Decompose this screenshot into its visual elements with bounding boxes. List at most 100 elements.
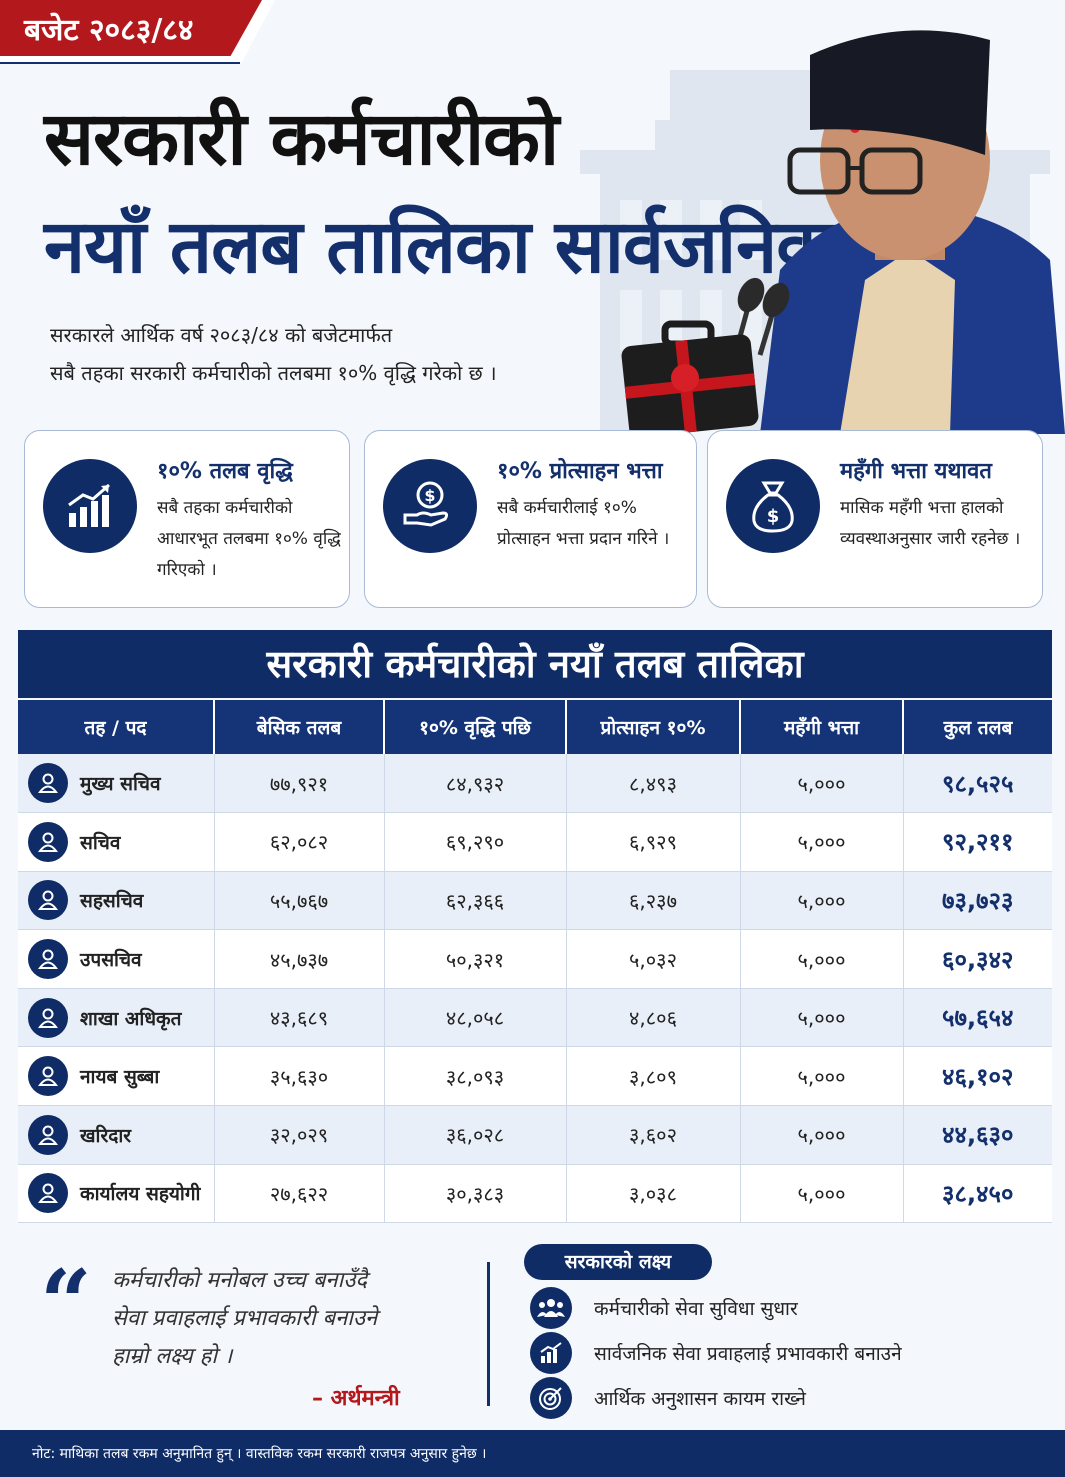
post-label: सचिव <box>80 831 121 854</box>
quote-mark-icon: “ <box>40 1250 92 1356</box>
cell-dearness: ५,००० <box>740 754 904 814</box>
section-divider <box>487 1262 490 1406</box>
cell-after-increase: ६२,३६६ <box>384 871 567 931</box>
table-row: शाखा अधिकृत ४३,६८९ ४८,०५८ ४,८०६ ५,००० ५७,६५४ <box>18 988 1052 1048</box>
people-group-icon <box>530 1287 572 1329</box>
post-cell-content: मुख्य सचिव <box>28 763 214 804</box>
hand-coin-icon: $ <box>383 459 477 553</box>
salary-table-section: सरकारी कर्मचारीको नयाँ तलब तालिका तह / प… <box>18 630 1052 1224</box>
budget-tag-underline <box>0 62 240 64</box>
svg-text:$: $ <box>424 486 435 505</box>
growth-chart-icon <box>43 459 137 553</box>
money-bag-icon: $ <box>726 459 820 553</box>
cell-incentive: ६,९२९ <box>566 812 741 872</box>
cell-total: ७३,७२३ <box>903 871 1052 931</box>
table-row: कार्यालय सहयोगी २७,६२२ ३०,३८३ ३,०३८ ५,००० ३८,… <box>18 1164 1052 1224</box>
quote-line-2: सेवा प्रवाहलाई प्रभावकारी बनाउने <box>112 1306 378 1331</box>
intro-line-1: सरकारले आर्थिक वर्ष २०८३/८४ को बजेटमार्फ… <box>50 323 393 347</box>
card-text: सबै कर्मचारीलाई १०% प्रोत्साहन भत्ता प्र… <box>497 498 670 549</box>
headline-line-1: सरकारी कर्मचारीको <box>44 96 559 182</box>
cell-incentive: ३,६०२ <box>566 1105 741 1165</box>
budget-tag: बजेट २०८३/८४ <box>0 0 262 56</box>
finance-minister-photo <box>621 30 1065 434</box>
officer-avatar-icon <box>28 1056 68 1097</box>
card-title: १०% तलब वृद्धि <box>157 459 293 484</box>
card-title: १०% प्रोत्साहन भत्ता <box>497 459 663 484</box>
cell-dearness: ५,००० <box>740 812 904 872</box>
cell-dearness: ५,००० <box>740 871 904 931</box>
post-cell-content: शाखा अधिकृत <box>28 997 214 1038</box>
cell-incentive: ५,०३२ <box>566 929 741 989</box>
cell-basic: ५५,७६७ <box>214 871 385 931</box>
table-row: उपसचिव ४५,७३७ ५०,३२१ ५,०३२ ५,००० ६०,३४२ <box>18 929 1052 989</box>
officer-avatar-icon <box>28 997 68 1038</box>
salary-table: तह / पद बेसिक तलब १०% वृद्धि पछि प्रोत्स… <box>18 700 1052 1224</box>
post-label: कार्यालय सहयोगी <box>80 1183 201 1206</box>
cell-total: ४४,६३० <box>903 1105 1052 1165</box>
card-text: मासिक महँगी भत्ता हालको व्यवस्थाअनुसार ज… <box>840 498 1021 549</box>
cell-after-increase: ३६,०२८ <box>384 1105 567 1165</box>
budget-tag-label: बजेट २०८३/८४ <box>24 12 194 48</box>
cell-basic: ४३,६८९ <box>214 988 385 1048</box>
cell-total: ९८,५२५ <box>903 754 1052 814</box>
cell-after-increase: ५०,३२१ <box>384 929 567 989</box>
cell-post: नायब सुब्बा <box>18 1046 215 1107</box>
cell-basic: ३२,०२९ <box>214 1105 385 1165</box>
header-post: तह / पद <box>18 700 215 754</box>
cell-dearness: ५,००० <box>740 929 904 989</box>
cell-after-increase: ६९,२९० <box>384 812 567 872</box>
cell-incentive: ८,४९३ <box>566 754 741 814</box>
officer-avatar-icon <box>28 1173 68 1214</box>
post-label: सहसचिव <box>80 890 144 913</box>
post-label: नायब सुब्बा <box>80 1066 160 1089</box>
cell-basic: ६२,०८२ <box>214 812 385 872</box>
post-label: शाखा अधिकृत <box>80 1007 182 1030</box>
footer-note: नोट: माथिका तलब रकम अनुमानित हुन् । वास्… <box>0 1430 1065 1477</box>
cell-total: ४६,१०२ <box>903 1046 1052 1107</box>
header-dearness: महँगी भत्ता <box>740 700 904 754</box>
svg-text:$: $ <box>767 506 780 527</box>
cell-incentive: ३,०३८ <box>566 1164 741 1224</box>
salary-table-title: सरकारी कर्मचारीको नयाँ तलब तालिका <box>18 630 1052 698</box>
cell-after-increase: ३८,०९३ <box>384 1046 567 1107</box>
post-label: खरिदार <box>80 1124 132 1147</box>
cell-after-increase: ३०,३८३ <box>384 1164 567 1224</box>
card-title: महँगी भत्ता यथावत <box>840 459 992 484</box>
goals-title: सरकारको लक्ष्य <box>524 1244 712 1280</box>
cell-incentive: ३,८०९ <box>566 1046 741 1107</box>
post-cell-content: उपसचिव <box>28 939 214 980</box>
cell-total: ६०,३४२ <box>903 929 1052 989</box>
cell-after-increase: ४८,०५८ <box>384 988 567 1048</box>
goal-text: आर्थिक अनुशासन कायम राख्ने <box>594 1388 806 1410</box>
cell-post: कार्यालय सहयोगी <box>18 1164 215 1224</box>
cell-basic: ३५,६३० <box>214 1046 385 1107</box>
table-row: सहसचिव ५५,७६७ ६२,३६६ ६,२३७ ५,००० ७३,७२३ <box>18 871 1052 931</box>
cell-incentive: ४,८०६ <box>566 988 741 1048</box>
card-incentive-allowance: $ १०% प्रोत्साहन भत्ता सबै कर्मचारीलाई १… <box>364 430 697 608</box>
officer-avatar-icon <box>28 821 68 862</box>
cell-basic: २७,६२२ <box>214 1164 385 1224</box>
quote-line-3: हाम्रो लक्ष्य हो । <box>112 1344 233 1369</box>
quote-line-1: कर्मचारीको मनोबल उच्च बनाउँदै <box>112 1268 368 1293</box>
officer-avatar-icon <box>28 939 68 980</box>
cell-basic: ७७,९२१ <box>214 754 385 814</box>
bar-growth-icon <box>530 1332 572 1374</box>
post-cell-content: सचिव <box>28 821 214 862</box>
footer-note-text: नोट: माथिका तलब रकम अनुमानित हुन् । वास्… <box>32 1446 487 1462</box>
headline-line-2: नयाँ तलब तालिका सार्वजनिक <box>44 204 833 290</box>
post-label: मुख्य सचिव <box>80 773 161 796</box>
table-header-row: तह / पद बेसिक तलब १०% वृद्धि पछि प्रोत्स… <box>18 700 1052 754</box>
table-row: खरिदार ३२,०२९ ३६,०२८ ३,६०२ ५,००० ४४,६३० <box>18 1105 1052 1165</box>
cell-dearness: ५,००० <box>740 1105 904 1165</box>
cell-total: ९२,२११ <box>903 812 1052 872</box>
cell-dearness: ५,००० <box>740 988 904 1048</box>
header-basic: बेसिक तलब <box>214 700 385 754</box>
cell-dearness: ५,००० <box>740 1164 904 1224</box>
post-cell-content: खरिदार <box>28 1114 214 1155</box>
cell-dearness: ५,००० <box>740 1046 904 1107</box>
cell-total: ५७,६५४ <box>903 988 1052 1048</box>
header-after-increase: १०% वृद्धि पछि <box>384 700 567 754</box>
table-row: सचिव ६२,०८२ ६९,२९० ६,९२९ ५,००० ९२,२११ <box>18 812 1052 872</box>
post-cell-content: नायब सुब्बा <box>28 1056 214 1097</box>
